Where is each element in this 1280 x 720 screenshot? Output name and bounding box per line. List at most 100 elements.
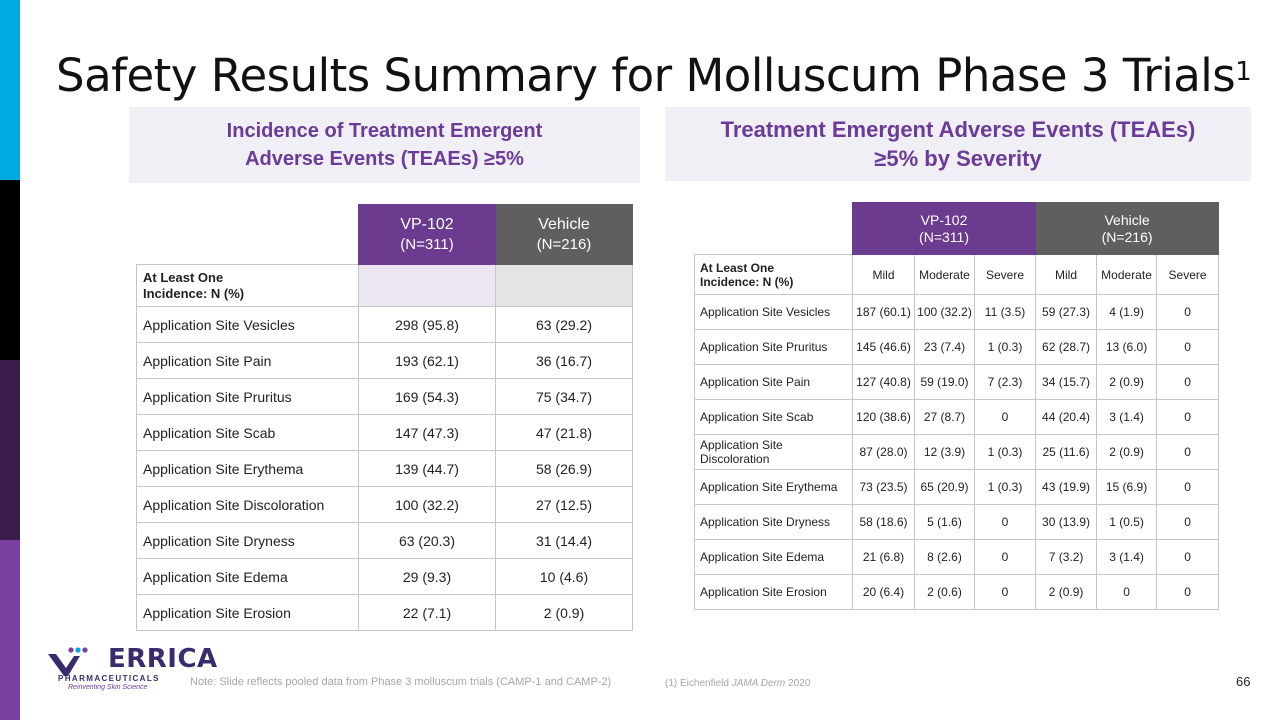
title-footnote-mark: 1 [1235, 57, 1252, 87]
stripe-blue [0, 0, 20, 180]
vp102-mild-value: 73 (23.5) [852, 469, 915, 505]
vehicle-moderate-value: 4 (1.9) [1096, 294, 1158, 330]
vp102-severe-value: 1 (0.3) [973, 329, 1037, 365]
vehicle-severe-value: 0 [1156, 329, 1220, 365]
row-label: Application Site Vesicles [136, 306, 359, 343]
vehicle-moderate-value: 13 (6.0) [1096, 329, 1158, 365]
severity-label: Severe [973, 254, 1037, 295]
right-header-line1: Treatment Emergent Adverse Events (TEAEs… [720, 117, 1196, 142]
logo-subtitle: PHARMACEUTICALS [58, 674, 160, 683]
severity-label: Severe [1156, 254, 1220, 295]
vp102-column-header: VP-102 (N=311) [358, 204, 496, 265]
vehicle-moderate-value: 0 [1096, 574, 1158, 610]
vehicle-value: 63 (29.2) [495, 306, 633, 343]
reference-journal: JAMA Derm [731, 678, 786, 689]
vehicle-severe-value: 0 [1156, 574, 1220, 610]
table-row: Application Site Vesicles 187 (60.1) 100 (… [694, 294, 1220, 330]
row-label-line2: Incidence: N (%) [143, 285, 245, 301]
vehicle-name: Vehicle [538, 215, 590, 233]
table-row: Application Site Edema 29 (9.3) 10 (4.6) [136, 558, 633, 595]
teae-severity-body: Application Site Vesicles 187 (60.1) 100 (… [694, 294, 1220, 610]
table-cell [495, 264, 633, 307]
vehicle-moderate-value: 1 (0.5) [1096, 504, 1158, 540]
vehicle-column-header: Vehicle (N=216) [1035, 202, 1220, 255]
table-row: Application Site Pruritus 145 (46.6) 23 (7… [694, 329, 1220, 365]
logo-wordmark: ERRICA [108, 644, 218, 674]
vp102-severe-value: 0 [973, 399, 1037, 435]
table-row: Application Site Discoloration 87 (28.0) 1… [694, 434, 1220, 470]
row-label: Application Site Scab [136, 414, 359, 451]
severity-label: Mild [852, 254, 915, 295]
row-label: Application Site Scab [694, 399, 853, 435]
table-row: Application Site Scab 120 (38.6) 27 (8.7) 0… [694, 399, 1220, 435]
table-row: Application Site Pruritus 169 (54.3) 75 (3… [136, 378, 633, 415]
table-row: Application Site Vesicles 298 (95.8) 63 (2… [136, 306, 633, 343]
row-label: Application Site Vesicles [694, 294, 853, 330]
verrica-logo: ERRICA PHARMACEUTICALS Reinventing Skin … [44, 644, 217, 692]
vehicle-n: (N=216) [1101, 228, 1153, 245]
vehicle-severe-value: 0 [1156, 294, 1220, 330]
row-label: Application Site Pruritus [694, 329, 853, 365]
vp102-value: 29 (9.3) [358, 558, 496, 595]
vehicle-moderate-value: 3 (1.4) [1096, 539, 1158, 575]
vehicle-severe-value: 0 [1156, 399, 1220, 435]
vp102-value: 100 (32.2) [358, 486, 496, 523]
left-panel-header: Incidence of Treatment Emergent Adverse … [129, 107, 640, 183]
vehicle-mild-value: 62 (28.7) [1035, 329, 1098, 365]
vp102-moderate-value: 65 (20.9) [914, 469, 975, 505]
vp102-moderate-value: 8 (2.6) [914, 539, 975, 575]
row-label: Application Site Erythema [694, 469, 853, 505]
vehicle-mild-value: 43 (19.9) [1035, 469, 1098, 505]
row-label: Application Site Dryness [136, 522, 359, 559]
vehicle-mild-value: 44 (20.4) [1035, 399, 1098, 435]
vehicle-mild-value: 7 (3.2) [1035, 539, 1098, 575]
table-row: Application Site Discoloration 100 (32.2)… [136, 486, 633, 523]
vehicle-value: 58 (26.9) [495, 450, 633, 487]
row-label: Application Site Erythema [136, 450, 359, 487]
vp102-mild-value: 145 (46.6) [852, 329, 915, 365]
vp102-mild-value: 120 (38.6) [852, 399, 915, 435]
row-label: Application Site Pain [694, 364, 853, 400]
left-header-line1: Incidence of Treatment Emergent [226, 120, 543, 142]
vp102-severe-value: 0 [973, 539, 1037, 575]
vp102-name: VP-102 [920, 211, 968, 228]
row-label: Application Site Erosion [694, 574, 853, 610]
row-label: At Least One Incidence: N (%) [694, 254, 853, 295]
vp102-moderate-value: 59 (19.0) [914, 364, 975, 400]
vp102-n: (N=311) [400, 235, 454, 253]
vehicle-severe-value: 0 [1156, 539, 1220, 575]
vp102-value: 147 (47.3) [358, 414, 496, 451]
vp102-value: 63 (20.3) [358, 522, 496, 559]
reference-prefix: (1) Eichenfield [665, 678, 729, 689]
vp102-value: 22 (7.1) [358, 594, 496, 631]
vp102-severe-value: 0 [973, 504, 1037, 540]
vp102-value: 298 (95.8) [358, 306, 496, 343]
vp102-mild-value: 21 (6.8) [852, 539, 915, 575]
vp102-moderate-value: 5 (1.6) [914, 504, 975, 540]
vp102-severe-value: 1 (0.3) [973, 434, 1037, 470]
row-label: Application Site Edema [694, 539, 853, 575]
vehicle-severe-value: 0 [1156, 364, 1220, 400]
vehicle-severe-value: 0 [1156, 469, 1220, 505]
vp102-name: VP-102 [400, 215, 454, 233]
vehicle-value: 27 (12.5) [495, 486, 633, 523]
table-row: Application Site Erosion 22 (7.1) 2 (0.9) [136, 594, 633, 631]
reference-year: 2020 [788, 678, 811, 689]
table-corner [695, 203, 853, 255]
row-label: Application Site Discoloration [136, 486, 359, 523]
left-accent-stripe [0, 0, 20, 720]
vehicle-moderate-value: 2 (0.9) [1096, 364, 1158, 400]
vp102-value: 169 (54.3) [358, 378, 496, 415]
teae-severity-table: VP-102 (N=311) Vehicle (N=216) At Least … [694, 202, 1220, 610]
vehicle-column-header: Vehicle (N=216) [495, 204, 633, 265]
vp102-severe-value: 11 (3.5) [973, 294, 1037, 330]
table-row: Application Site Erosion 20 (6.4) 2 (0.6) 0… [694, 574, 1220, 610]
slide-title-text: Safety Results Summary for Molluscum Pha… [56, 49, 1236, 102]
table-row: Application Site Edema 21 (6.8) 8 (2.6) 0 7 … [694, 539, 1220, 575]
vehicle-moderate-value: 3 (1.4) [1096, 399, 1158, 435]
vp102-mild-value: 20 (6.4) [852, 574, 915, 610]
vehicle-value: 2 (0.9) [495, 594, 633, 631]
row-label: Application Site Erosion [136, 594, 359, 631]
vp102-moderate-value: 23 (7.4) [914, 329, 975, 365]
table-cell [358, 264, 496, 307]
